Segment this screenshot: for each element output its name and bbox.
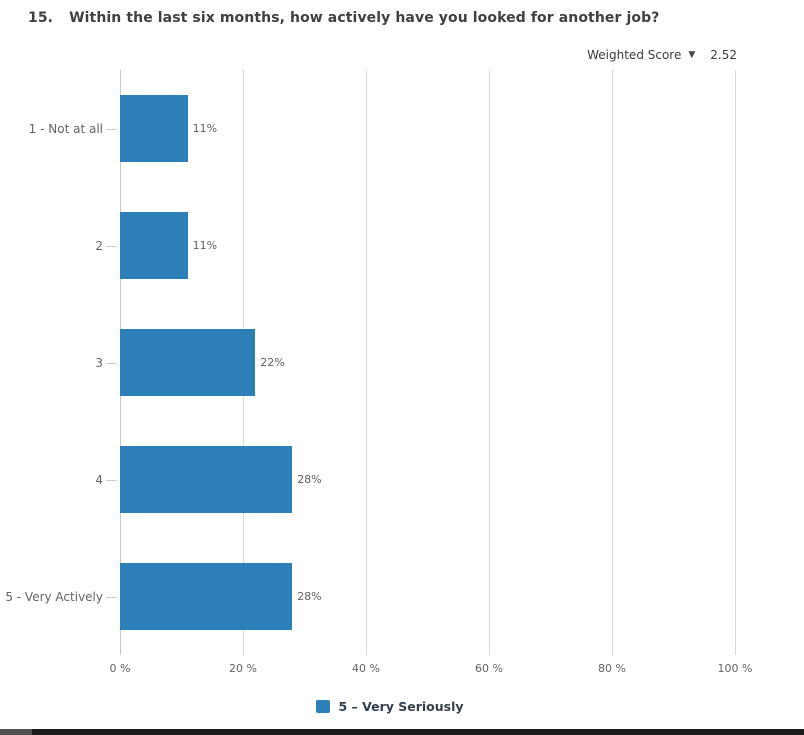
- x-axis-tick-label: 20 %: [229, 662, 257, 675]
- gridline: [611, 70, 613, 655]
- category-tick-mark: [106, 596, 117, 598]
- bar-row: 2 11%: [95, 187, 735, 304]
- bar-value-label: 11%: [192, 122, 218, 135]
- x-axis-tick-label: 100 %: [717, 662, 753, 675]
- bar-row: 5 - Very Actively 28%: [5, 538, 735, 655]
- category-tick-mark: [106, 245, 117, 247]
- bar-row: 4 28%: [95, 421, 735, 538]
- bar-row: 3 22%: [95, 304, 735, 421]
- plot-area: 1 - Not at all 11% 2 11% 3 22% 4 28% 5 - Very Ac…: [5, 70, 736, 655]
- bar[interactable]: [120, 446, 293, 513]
- weighted-score-value: 2.52: [710, 48, 737, 62]
- category-label: 4: [95, 472, 103, 487]
- bar[interactable]: [120, 95, 188, 162]
- bar[interactable]: [120, 329, 256, 396]
- x-axis-tick-label: 80 %: [598, 662, 626, 675]
- gridline: [734, 70, 736, 655]
- window-bottom-edge: [0, 729, 804, 735]
- weighted-score-label[interactable]: Weighted Score: [587, 48, 682, 62]
- window-bottom-edge-right: [32, 729, 804, 735]
- category-tick-mark: [106, 128, 117, 130]
- bar-value-label: 11%: [192, 239, 218, 252]
- bar-row: 1 - Not at all 11%: [29, 70, 735, 187]
- bar-value-label: 28%: [297, 473, 322, 486]
- x-axis-tick-label: 0 %: [109, 662, 131, 675]
- category-tick-mark: [106, 479, 117, 481]
- legend-item: 5 – Very Seriously: [316, 699, 464, 714]
- question-title: 15. Within the last six months, how acti…: [28, 10, 784, 26]
- x-axis-tick-label: 40 %: [352, 662, 380, 675]
- category-tick-mark: [106, 362, 117, 364]
- chart-legend: 5 – Very Seriously: [0, 699, 780, 714]
- gridline: [488, 70, 490, 655]
- question-number: 15.: [28, 10, 54, 26]
- bar[interactable]: [120, 212, 188, 279]
- bar-value-label: 28%: [297, 590, 322, 603]
- category-label: 3: [95, 355, 103, 370]
- chevron-down-icon[interactable]: ▼: [688, 49, 696, 60]
- weighted-score-control: Weighted Score ▼ 2.52: [587, 48, 737, 62]
- bar[interactable]: [120, 563, 293, 630]
- x-axis: 0 % 20 % 40 % 60 % 80 % 100 %: [110, 662, 753, 678]
- category-label: 5 - Very Actively: [5, 589, 103, 604]
- question-text: Within the last six months, how actively…: [69, 10, 660, 26]
- window-bottom-edge-left: [0, 729, 32, 735]
- category-label: 1 - Not at all: [28, 121, 103, 136]
- category-label: 2: [95, 238, 103, 253]
- gridline: [365, 70, 367, 655]
- x-axis-tick-label: 60 %: [475, 662, 503, 675]
- bar-value-label: 22%: [260, 356, 285, 369]
- legend-swatch: [316, 700, 331, 713]
- legend-label: 5 – Very Seriously: [338, 699, 464, 714]
